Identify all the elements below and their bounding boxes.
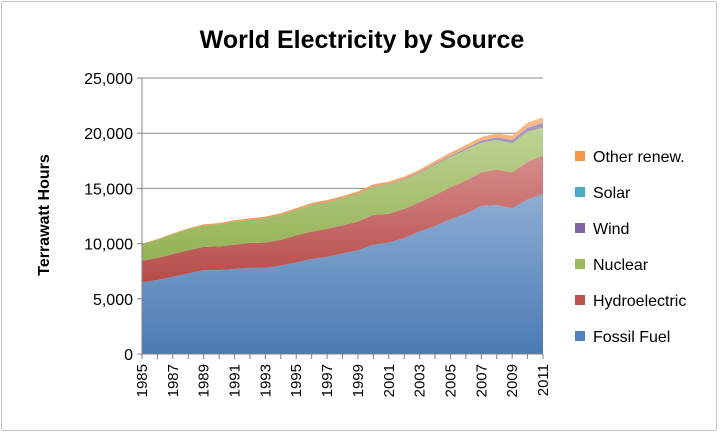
y-tick-label: 15,000 — [84, 181, 133, 198]
legend-swatch-fossil-fuel — [575, 331, 585, 341]
legend-swatch-other-renew — [575, 151, 585, 161]
x-tick-label: 1999 — [350, 364, 367, 397]
y-tick-label: 20,000 — [84, 126, 133, 143]
legend-label-wind: Wind — [593, 221, 629, 238]
legend-label-hydroelectric: Hydroelectric — [593, 293, 686, 310]
x-tick-label: 2009 — [504, 364, 521, 397]
chart-title: World Electricity by Source — [200, 26, 525, 54]
x-tick-label: 2001 — [381, 364, 398, 397]
x-tick-label: 1993 — [257, 364, 274, 397]
x-tick-label: 1985 — [134, 364, 151, 397]
x-tick-label: 1989 — [196, 364, 213, 397]
x-tick-labels: 1985 1987 1989 1991 1993 1995 1997 1999 2001 2003… — [134, 364, 552, 397]
area-hydroelectric — [142, 155, 543, 283]
y-tick-labels: 0 5,000 10,000 15,000 20,000 25,000 — [84, 71, 133, 364]
legend-label-fossil-fuel: Fossil Fuel — [593, 329, 670, 346]
x-tick-label: 1995 — [288, 364, 305, 397]
y-tick-label: 25,000 — [84, 71, 133, 88]
y-axis-label: Terrawatt Hours — [36, 154, 53, 276]
x-tick-label: 2005 — [443, 364, 460, 397]
x-tick-label: 1997 — [319, 364, 336, 397]
y-tick-label: 10,000 — [84, 237, 133, 254]
legend-swatch-hydroelectric — [575, 295, 585, 305]
x-tick-label: 2003 — [412, 364, 429, 397]
legend-swatch-solar — [575, 187, 585, 197]
area-series — [142, 117, 543, 354]
y-tick-label: 0 — [124, 347, 133, 364]
axes — [137, 77, 544, 359]
y-tick-label: 5,000 — [93, 292, 133, 309]
x-tick-label: 2011 — [535, 364, 552, 396]
x-tick-label: 1991 — [227, 364, 244, 397]
area-fossil-fuel — [142, 193, 543, 354]
legend-label-solar: Solar — [593, 185, 631, 202]
legend-swatch-nuclear — [575, 259, 585, 269]
legend: Other renew. Solar Wind Nuclear Hydroelectri… — [575, 149, 686, 346]
legend-label-other-renew: Other renew. — [593, 149, 685, 166]
legend-swatch-wind — [575, 223, 585, 233]
x-tick-label: 2007 — [473, 364, 490, 397]
area-nuclear — [142, 127, 543, 261]
x-tick-label: 1987 — [165, 364, 182, 397]
legend-label-nuclear: Nuclear — [593, 257, 649, 274]
